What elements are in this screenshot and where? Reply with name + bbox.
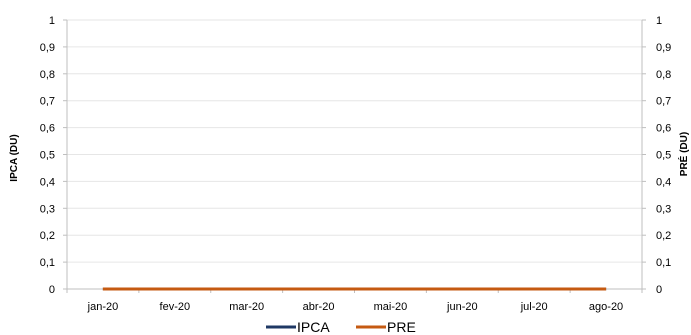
right-tick-label: 0,9 bbox=[656, 42, 671, 54]
legend-label-pre: PRE bbox=[387, 319, 416, 335]
right-tick-label: 0 bbox=[656, 284, 662, 296]
right-tick-label: 0,5 bbox=[656, 150, 671, 162]
legend: IPCA PRE bbox=[266, 319, 416, 335]
left-tick-label: 0,1 bbox=[40, 257, 55, 269]
x-tick-label: abr-20 bbox=[303, 301, 335, 313]
left-tick-label: 0 bbox=[49, 284, 55, 296]
right-tick-label: 0,3 bbox=[656, 203, 671, 215]
right-tick-label: 0,8 bbox=[656, 69, 671, 81]
left-tick-label: 0,7 bbox=[40, 96, 55, 108]
left-axis-title: IPCA (DU) bbox=[9, 134, 20, 181]
x-tick-label: mar-20 bbox=[229, 301, 264, 313]
x-tick-label: mai-20 bbox=[374, 301, 408, 313]
right-axis-title: PRÉ (DU) bbox=[677, 132, 690, 176]
left-tick-label: 0,2 bbox=[40, 230, 55, 242]
x-tick-labels: jan-20 fev-20 mar-20 abr-20 mai-20 jun-20 jul-… bbox=[66, 289, 643, 313]
left-tick-label: 0,8 bbox=[40, 69, 55, 81]
right-tick-label: 0,7 bbox=[656, 96, 671, 108]
right-tick-label: 0,6 bbox=[656, 123, 671, 135]
left-tick-label: 0,6 bbox=[40, 123, 55, 135]
left-tick-label: 0,5 bbox=[40, 150, 55, 162]
right-tick-label: 0,1 bbox=[656, 257, 671, 269]
left-tick-label: 0,3 bbox=[40, 203, 55, 215]
left-tick-label: 0,4 bbox=[40, 176, 55, 188]
right-y-tick-labels: 0 0,1 0,2 0,3 0,4 0,5 0,6 0,7 0,8 0,9 1 bbox=[642, 15, 671, 296]
right-tick-label: 1 bbox=[656, 15, 662, 27]
right-tick-label: 0,4 bbox=[656, 176, 671, 188]
x-tick-label: fev-20 bbox=[160, 301, 191, 313]
x-tick-label: jan-20 bbox=[87, 301, 119, 313]
x-tick-label: ago-20 bbox=[589, 301, 623, 313]
x-tick-label: jun-20 bbox=[446, 301, 478, 313]
left-y-tick-labels: 0 0,1 0,2 0,3 0,4 0,5 0,6 0,7 0,8 0,9 1 bbox=[40, 15, 67, 296]
left-tick-label: 0,9 bbox=[40, 42, 55, 54]
left-tick-label: 1 bbox=[49, 15, 55, 27]
right-tick-label: 0,2 bbox=[656, 230, 671, 242]
x-tick-label: jul-20 bbox=[520, 301, 548, 313]
legend-label-ipca: IPCA bbox=[297, 319, 330, 335]
gridlines bbox=[67, 19, 642, 263]
